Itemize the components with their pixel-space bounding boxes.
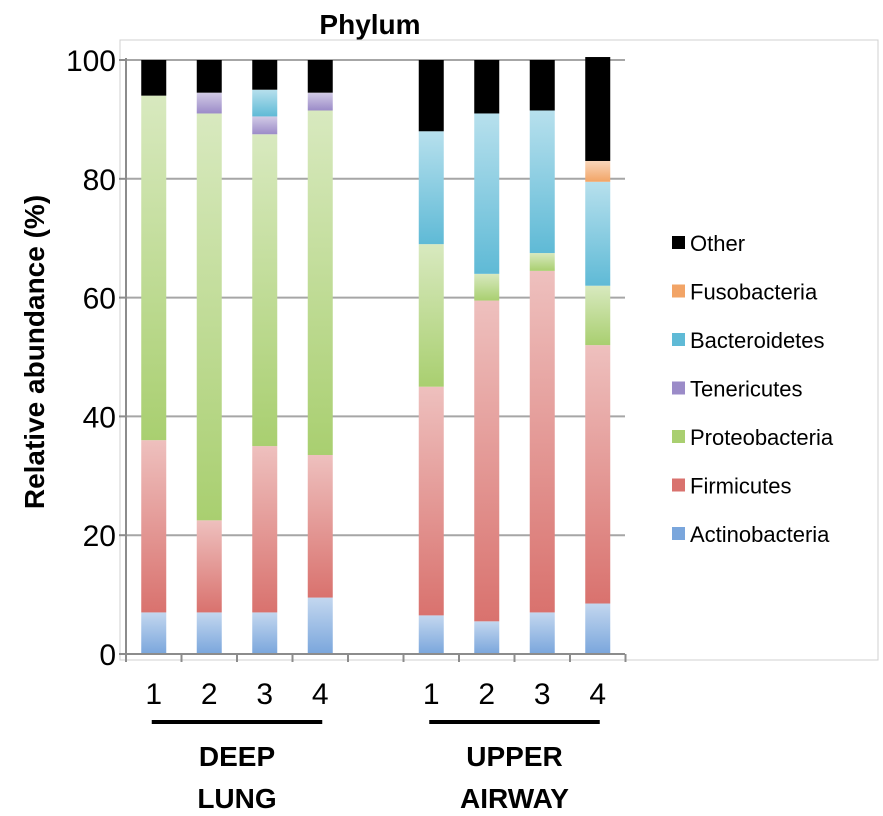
bar-segment-proteobacteria <box>196 113 222 521</box>
bar-segment-other <box>418 60 444 132</box>
bar-segment-other <box>529 60 555 111</box>
y-tick-label: 40 <box>83 401 116 434</box>
x-tick-label: 3 <box>256 678 273 711</box>
y-tick-label: 0 <box>99 639 116 672</box>
legend-label-bacteroidetes: Bacteroidetes <box>690 328 825 353</box>
bar-segment-firmicutes <box>529 270 555 613</box>
y-tick-labels: 0 20 40 60 80 100 <box>66 45 116 672</box>
bar-segment-actinobacteria <box>252 612 278 654</box>
bars <box>141 57 611 654</box>
bar-segment-bacteroidetes <box>474 113 500 274</box>
legend-swatch-tenericutes <box>672 381 685 395</box>
y-tick-label: 100 <box>66 45 116 78</box>
bar-segment-actinobacteria <box>307 597 333 654</box>
bar-segment-other <box>252 60 278 90</box>
axes <box>119 58 627 662</box>
legend-label-fusobacteria: Fusobacteria <box>690 280 818 305</box>
bar-segment-firmicutes <box>141 440 167 613</box>
bar-segment-firmicutes <box>474 300 500 622</box>
x-tick-label: 2 <box>478 678 495 711</box>
y-axis-label: Relative abundance (%) <box>19 195 50 509</box>
x-tick-labels: 1 2 3 4 1 2 3 4 <box>145 678 606 711</box>
x-tick-label: 2 <box>201 678 218 711</box>
group-label: AIRWAY <box>460 783 569 814</box>
x-tick-label: 3 <box>534 678 551 711</box>
y-tick-label: 80 <box>83 164 116 197</box>
bar-segment-actinobacteria <box>585 603 611 654</box>
y-tick-label: 60 <box>83 283 116 316</box>
x-tick-label: 4 <box>312 678 329 711</box>
group-label: LUNG <box>197 783 276 814</box>
bar-segment-proteobacteria <box>474 273 500 301</box>
bar-segment-bacteroidetes <box>529 110 555 254</box>
legend-swatch-fusobacteria <box>672 284 685 298</box>
bar-segment-other <box>307 60 333 93</box>
bar-segment-bacteroidetes <box>252 89 278 117</box>
bar-segment-firmicutes <box>307 455 333 598</box>
y-tick-label: 20 <box>83 520 116 553</box>
legend-label-tenericutes: Tenericutes <box>690 377 803 402</box>
bar-segment-proteobacteria <box>252 134 278 447</box>
bar-segment-proteobacteria <box>141 95 167 441</box>
bar-segment-actinobacteria <box>418 615 444 654</box>
bar-segment-tenericutes <box>196 92 222 114</box>
bar-segment-actinobacteria <box>529 612 555 654</box>
bar-segment-proteobacteria <box>585 285 611 346</box>
legend-swatch-actinobacteria <box>672 527 685 540</box>
bar-segment-other <box>585 57 611 161</box>
x-tick-label: 4 <box>589 678 606 711</box>
chart-title: Phylum <box>319 9 420 40</box>
bar-segment-other <box>474 60 500 114</box>
bar-segment-fusobacteria <box>585 160 611 182</box>
legend-swatch-other <box>672 236 685 249</box>
bar-segment-firmicutes <box>585 345 611 604</box>
bar-segment-tenericutes <box>307 92 333 111</box>
legend-swatch-proteobacteria <box>672 430 685 443</box>
group-label: DEEP <box>199 741 275 772</box>
legend-label-proteobacteria: Proteobacteria <box>690 425 834 450</box>
legend-swatch-bacteroidetes <box>672 333 685 346</box>
bar-segment-proteobacteria <box>529 253 555 271</box>
legend-label-firmicutes: Firmicutes <box>690 474 791 499</box>
legend-swatch-firmicutes <box>672 478 685 492</box>
legend: Other Fusobacteria Bacteroidetes Tenericute… <box>672 231 834 547</box>
bar-segment-tenericutes <box>252 116 278 135</box>
bar-segment-other <box>141 60 167 96</box>
x-tick-label: 1 <box>423 678 440 711</box>
bar-segment-proteobacteria <box>418 244 444 387</box>
bar-segment-actinobacteria <box>196 612 222 654</box>
legend-label-other: Other <box>690 231 745 256</box>
bar-segment-firmicutes <box>196 520 222 613</box>
bar-segment-other <box>196 60 222 93</box>
bar-segment-actinobacteria <box>141 612 167 654</box>
bar-segment-proteobacteria <box>307 110 333 456</box>
bar-segment-bacteroidetes <box>585 181 611 286</box>
bar-segment-bacteroidetes <box>418 131 444 245</box>
bar-segment-firmicutes <box>252 446 278 613</box>
bar-segment-firmicutes <box>418 386 444 616</box>
group-label: UPPER <box>466 741 562 772</box>
bar-segment-actinobacteria <box>474 621 500 654</box>
legend-label-actinobacteria: Actinobacteria <box>690 522 830 547</box>
group-labels: DEEP LUNG UPPER AIRWAY <box>151 720 600 814</box>
x-tick-label: 1 <box>145 678 162 711</box>
